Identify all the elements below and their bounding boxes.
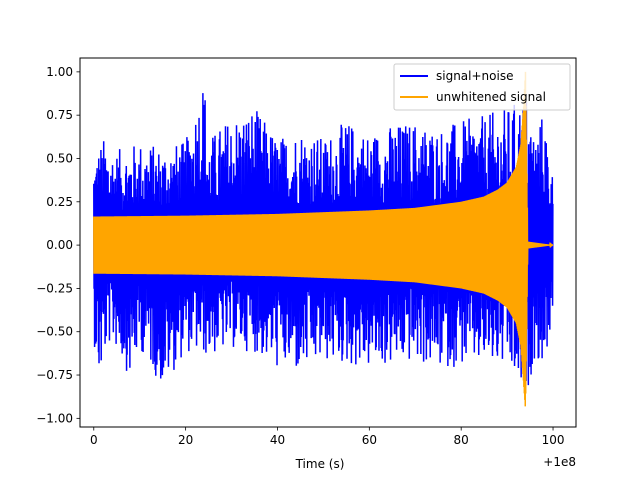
- y-tick-label: 0.00: [46, 238, 73, 252]
- legend-label-signal-noise: signal+noise: [436, 69, 513, 83]
- series-layer: [93, 71, 554, 407]
- x-tick-label: 60: [362, 433, 377, 447]
- y-tick-label: −0.25: [36, 281, 73, 295]
- y-axis-ticks: −1.00 −0.75 −0.50 −0.25 0.00 0.25 0.50 0.75 1.00: [36, 65, 80, 425]
- legend-box: [393, 63, 571, 111]
- legend-label-unwhitened-signal: unwhitened signal: [436, 90, 546, 104]
- x-tick-label: 20: [178, 433, 193, 447]
- x-axis-offset-label: +1e8: [543, 455, 576, 469]
- axes-frame: [79, 57, 577, 428]
- x-tick-label: 0: [90, 433, 98, 447]
- x-tick-label: 100: [542, 433, 565, 447]
- y-tick-label: 0.25: [46, 195, 73, 209]
- y-tick-label: 1.00: [46, 65, 73, 79]
- y-tick-label: 0.75: [46, 108, 73, 122]
- x-tick-label: 40: [270, 433, 285, 447]
- legend: signal+noise unwhitened signal: [393, 63, 571, 111]
- plot-area: [79, 57, 577, 428]
- x-tick-label: 80: [454, 433, 469, 447]
- series-unwhitened-signal-line: [93, 71, 554, 407]
- x-axis-ticks: 0 20 40 60 80 100: [90, 427, 565, 447]
- y-tick-label: −1.00: [36, 411, 73, 425]
- x-axis-label: Time (s): [295, 457, 345, 471]
- y-tick-label: −0.50: [36, 325, 73, 339]
- y-tick-label: 0.50: [46, 151, 73, 165]
- y-tick-label: −0.75: [36, 368, 73, 382]
